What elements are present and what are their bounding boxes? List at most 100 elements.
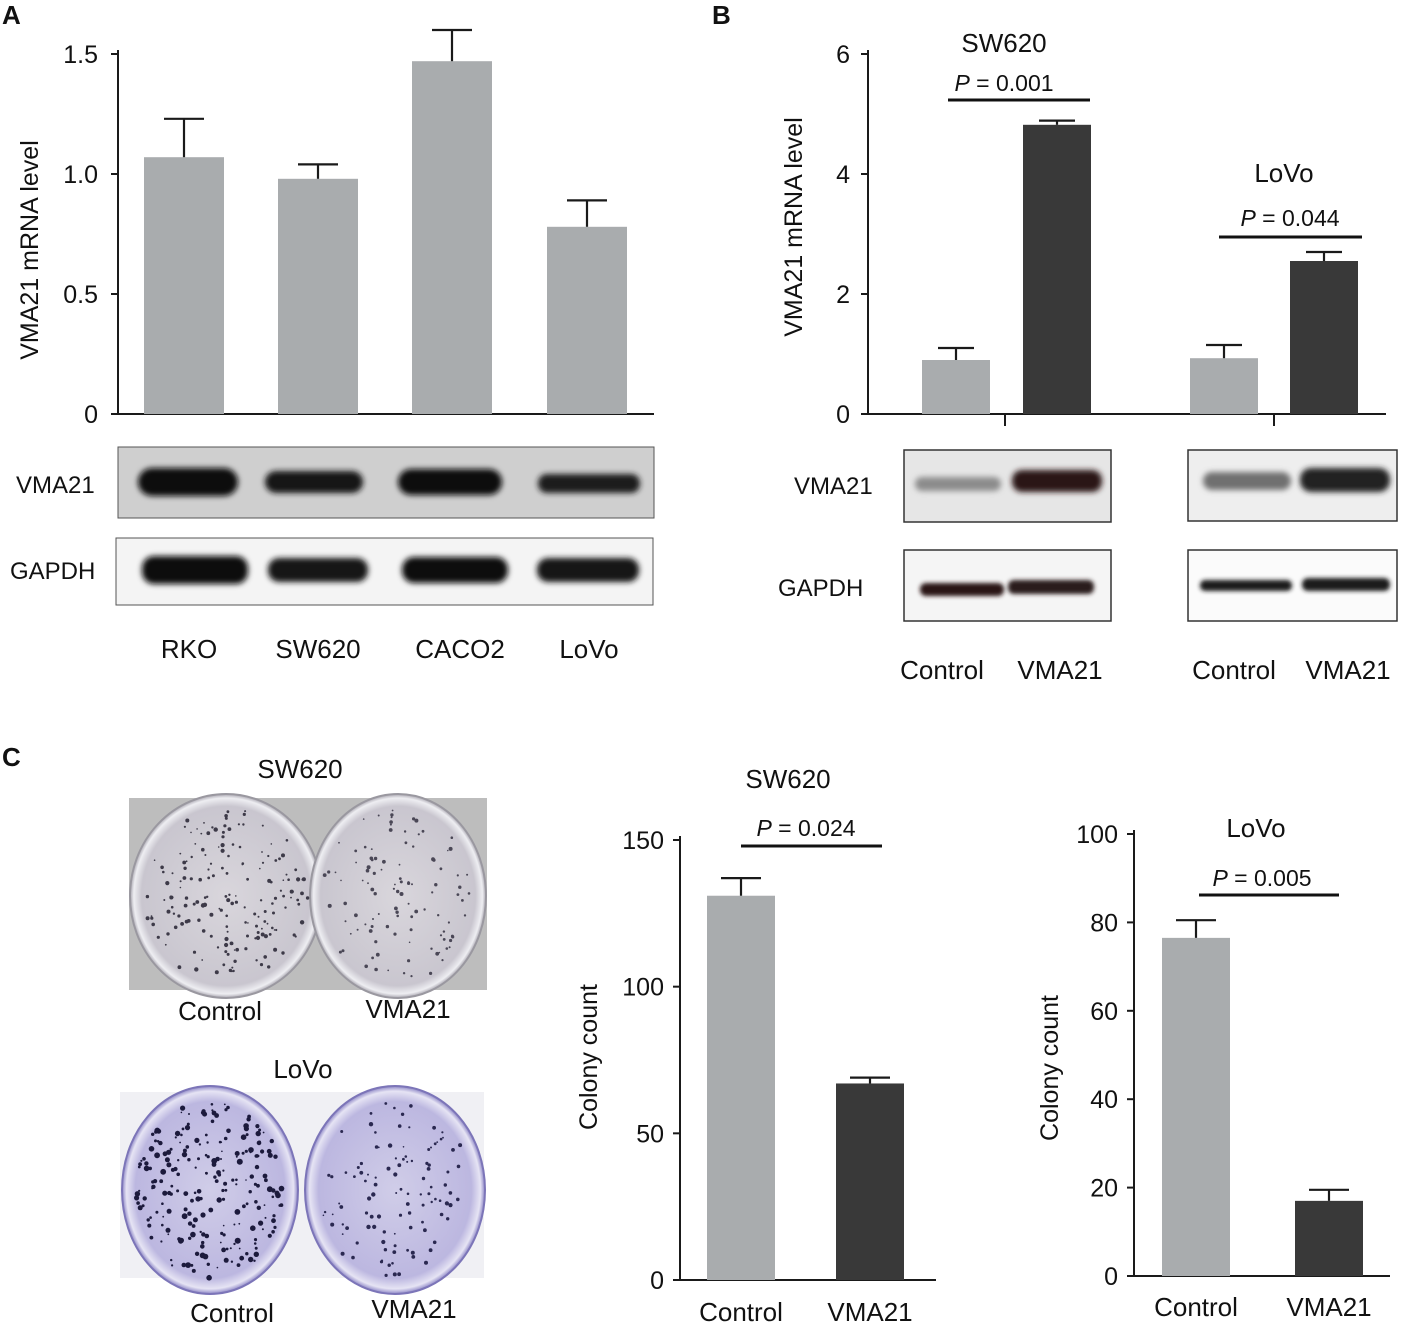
chart-c-sw620-y-tick-label: 150 (622, 827, 664, 855)
colony-dot (354, 849, 358, 853)
colony-dot (174, 1136, 177, 1139)
colony-dot (362, 818, 365, 820)
colony-dot (210, 1103, 214, 1106)
colony-dot (402, 1146, 405, 1148)
colony-dot (370, 887, 375, 892)
colony-dot (184, 1125, 191, 1131)
colony-dot (206, 1275, 212, 1281)
colony-dot (267, 1152, 273, 1158)
colony-dot (187, 1211, 192, 1216)
colony-dot (255, 959, 258, 962)
colony-dot (145, 894, 150, 899)
colony-dot (190, 831, 192, 834)
colony-dot (344, 920, 347, 923)
colony-dot (199, 1230, 202, 1234)
chart-a-y-tick-label: 0.5 (63, 281, 98, 309)
colony-dot (151, 1180, 155, 1184)
colony-dot (445, 947, 449, 950)
colony-dot (431, 857, 435, 862)
colony-dot (226, 952, 230, 956)
colony-dot (433, 1142, 437, 1146)
colony-dot (267, 1233, 272, 1238)
colony-dot (216, 1197, 222, 1203)
colony-dot (300, 891, 304, 896)
colony-dot (225, 925, 229, 928)
colony-dot (138, 1162, 143, 1167)
chart-b-bar (1023, 124, 1091, 415)
colony-dot (385, 924, 390, 929)
panel-letter-b: B (712, 0, 731, 30)
blot-b: VMA21 GAPDH (778, 449, 1398, 622)
colony-dot (260, 932, 265, 937)
colony-dot (390, 816, 393, 819)
colony-dot (419, 1193, 422, 1196)
colony-dot (434, 883, 438, 887)
colony-dot (272, 911, 275, 915)
colony-dot (145, 916, 150, 921)
colony-dot (356, 928, 359, 931)
colony-dot (169, 895, 173, 899)
colony-dot (458, 1143, 463, 1148)
colony-dot (396, 914, 400, 918)
colony-dot (194, 843, 197, 845)
colony-dot (273, 1154, 278, 1159)
chart-c-sw620-y-tick-label: 50 (636, 1120, 664, 1148)
colony-dot (370, 925, 374, 928)
colony-dot (200, 832, 203, 835)
colony-dot (238, 1247, 241, 1250)
colony-dot (144, 1161, 149, 1166)
colony-dot (206, 895, 209, 898)
colony-dot (448, 1191, 453, 1195)
colony-dot (224, 1188, 228, 1192)
colony-dot (273, 896, 278, 900)
colony-dot (275, 928, 278, 932)
colony-dot (239, 1255, 245, 1261)
colony-dot (183, 903, 188, 908)
colony-dot (443, 1183, 447, 1187)
colony-dot (245, 1133, 249, 1137)
colony-dot (224, 814, 228, 818)
colony-dot (220, 843, 225, 848)
colony-dot (184, 896, 189, 900)
colony-dot (148, 1146, 155, 1152)
colony-dot (448, 846, 453, 851)
colony-dot (179, 1141, 182, 1144)
colony-dot (214, 1179, 219, 1183)
colony-dot (189, 877, 193, 881)
colony-dot (425, 1161, 429, 1165)
colony-dot (305, 896, 310, 900)
colony-dot (177, 1159, 180, 1162)
colony-dot (226, 1128, 231, 1134)
chart-c-lovo-y-label: Colony count (1036, 995, 1064, 1141)
colony-dot (394, 1157, 397, 1160)
chart-c-sw620-y-label: Colony count (575, 984, 603, 1130)
colony-dot (429, 1185, 433, 1189)
colony-dot (163, 899, 166, 901)
colony-dot (223, 824, 227, 828)
colony-dot (149, 1235, 154, 1240)
colony-dot (236, 1263, 241, 1267)
colony-dot (442, 1136, 444, 1139)
colony-dot (158, 1140, 163, 1146)
colony-dot (177, 965, 182, 970)
colony-dot (371, 956, 374, 960)
colony-dot (387, 1143, 393, 1148)
colony-dot (206, 1262, 210, 1267)
plate-sw620-vma21 (309, 793, 487, 999)
colony-dot (442, 930, 446, 933)
colony-dot (211, 826, 214, 829)
colony-dot (260, 1149, 265, 1154)
colony-dot (169, 1147, 173, 1151)
colony-dot (220, 1231, 224, 1235)
colony-dot (344, 1171, 348, 1174)
colony-dot (236, 1158, 243, 1165)
colony-dot (456, 1197, 460, 1202)
colony-dot (228, 968, 233, 973)
colony-dot (424, 1260, 428, 1265)
colony-dot (285, 839, 289, 842)
colony-dot (204, 1233, 210, 1239)
colony-dot (162, 1215, 165, 1218)
colony-dot (402, 972, 406, 975)
blot-a-gapdh-bands (142, 556, 639, 584)
colony-dot (467, 892, 471, 895)
